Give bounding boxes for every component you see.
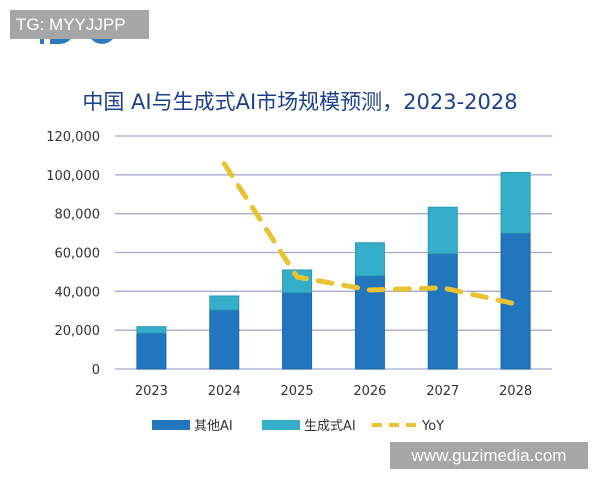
legend-label: 生成式AI xyxy=(304,419,356,434)
x-tick-label: 2028 xyxy=(499,384,532,399)
y-tick-label: 40,000 xyxy=(55,285,101,300)
legend-swatch-0 xyxy=(152,420,190,430)
bar-gen-ai-2024 xyxy=(209,295,240,311)
bar-other-ai-2024 xyxy=(209,309,240,370)
watermark-top: TG: MYYJJPP xyxy=(10,10,149,39)
y-tick-label: 80,000 xyxy=(55,208,101,223)
bar-other-ai-2025 xyxy=(282,292,313,370)
y-tick-label: 120,000 xyxy=(46,130,100,145)
bar-other-ai-2023 xyxy=(136,332,167,370)
legend-label: 其他AI xyxy=(194,419,233,434)
y-tick-label: 60,000 xyxy=(55,247,101,262)
bar-gen-ai-2028 xyxy=(500,172,531,234)
bar-other-ai-2027 xyxy=(427,253,458,370)
x-tick-label: 2026 xyxy=(353,384,386,399)
chart-title: 中国 AI与生成式AI市场规模预测，2023-2028 xyxy=(82,90,518,114)
y-tick-label: 20,000 xyxy=(55,324,101,339)
x-tick-label: 2025 xyxy=(281,384,314,399)
y-tick-label: 100,000 xyxy=(46,169,100,184)
watermark-bottom: www.guzimedia.com xyxy=(390,442,588,469)
bar-gen-ai-2023 xyxy=(136,326,167,334)
x-tick-label: 2027 xyxy=(426,384,459,399)
x-tick-label: 2024 xyxy=(208,384,241,399)
y-tick-label: 0 xyxy=(92,363,100,378)
legend-swatch-1 xyxy=(262,420,300,430)
bar-gen-ai-2026 xyxy=(354,242,385,277)
bar-gen-ai-2025 xyxy=(282,269,313,294)
legend-label: YoY xyxy=(421,419,444,434)
yoy-line xyxy=(221,161,519,307)
x-tick-label: 2023 xyxy=(135,384,168,399)
bar-gen-ai-2027 xyxy=(427,206,458,255)
